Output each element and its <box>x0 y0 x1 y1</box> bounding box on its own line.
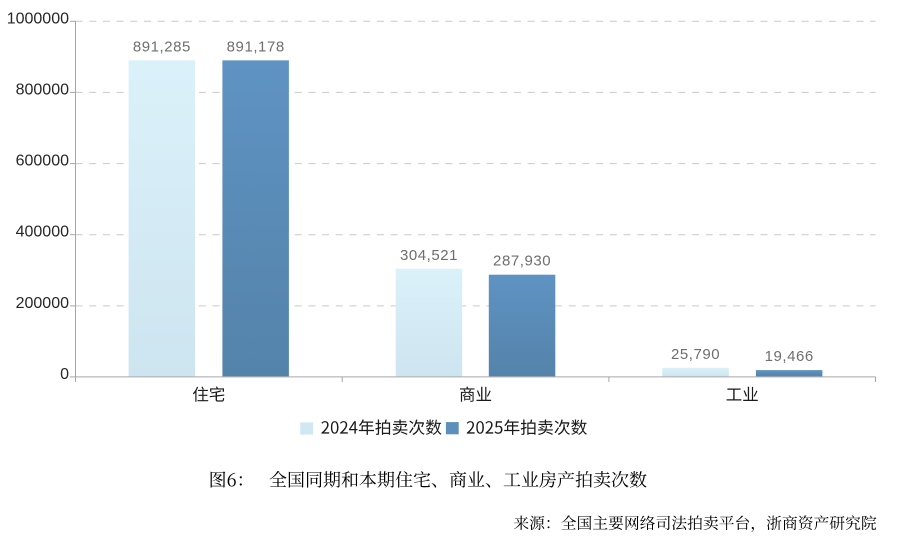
svg-text:891,285: 891,285 <box>133 38 191 55</box>
svg-text:400000: 400000 <box>16 224 69 241</box>
svg-text:1000000: 1000000 <box>7 10 69 27</box>
svg-text:19,466: 19,466 <box>765 348 814 365</box>
svg-text:304,521: 304,521 <box>400 247 458 264</box>
svg-text:287,930: 287,930 <box>493 253 551 270</box>
svg-text:25,790: 25,790 <box>671 346 720 363</box>
svg-text:891,178: 891,178 <box>227 38 285 55</box>
svg-text:200000: 200000 <box>16 295 69 312</box>
svg-text:600000: 600000 <box>16 153 69 170</box>
svg-text:800000: 800000 <box>16 81 69 98</box>
svg-text:0: 0 <box>60 366 69 383</box>
